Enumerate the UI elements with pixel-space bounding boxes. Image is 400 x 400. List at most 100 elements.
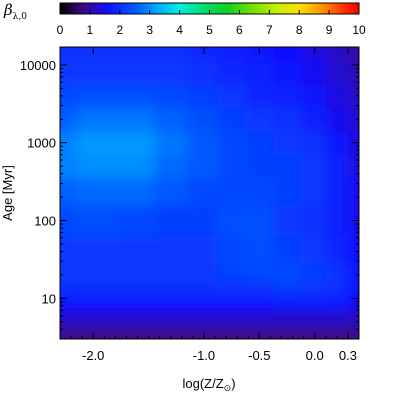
heatmap-cell — [115, 107, 155, 132]
heatmap-cell — [60, 236, 78, 264]
heatmap-cell — [154, 204, 188, 237]
colorbar-tick-label: 7 — [266, 23, 273, 37]
heatmap-cell — [60, 311, 78, 328]
heatmap-cell — [187, 311, 219, 328]
heatmap-cell — [60, 280, 78, 293]
heatmap-cell — [115, 263, 155, 282]
heatmap-cell — [347, 59, 359, 85]
colorbar: 0 1 2 3 4 5 6 7 8 9 10 — [57, 2, 366, 37]
heatmap-cell — [347, 263, 359, 282]
heatmap-cell — [76, 236, 116, 264]
colorbar-ticks: 0 1 2 3 4 5 6 7 8 9 10 — [57, 10, 366, 37]
heatmap-cell — [154, 292, 188, 303]
heatmap-cell — [76, 327, 116, 339]
heatmap-cell — [273, 47, 302, 61]
heatmap-cell — [273, 311, 302, 328]
heatmap-cell — [60, 204, 78, 237]
heatmap-cell — [60, 263, 78, 282]
heatmap-cell — [347, 107, 359, 132]
heatmap-cell — [217, 154, 246, 179]
heatmap-cell — [115, 84, 155, 109]
heatmap-cell — [76, 280, 116, 293]
plot-frame — [59, 46, 360, 340]
heatmap-cell — [76, 131, 116, 155]
heatmap-cell — [217, 107, 246, 132]
x-tick-label: -1.0 — [193, 348, 215, 363]
heatmap-cell — [273, 204, 302, 237]
heatmap-cell — [217, 311, 246, 328]
heatmap-cell — [187, 236, 219, 264]
y-tick-label: 100 — [34, 214, 56, 229]
heatmap-cell — [300, 84, 327, 109]
heatmap-cell — [325, 236, 349, 264]
heatmap-cell — [154, 280, 188, 293]
heatmap-cell — [217, 177, 246, 206]
heatmap-cell — [245, 311, 274, 328]
colorbar-tick-label: 0 — [57, 23, 64, 37]
heatmap-cell — [300, 59, 327, 85]
heatmap-cell — [347, 154, 359, 179]
colorbar-tick-label: 5 — [206, 23, 213, 37]
heatmap-cell — [154, 263, 188, 282]
heatmap-cell — [347, 84, 359, 109]
colorbar-tick-label: 2 — [116, 23, 123, 37]
heatmap-cell — [115, 204, 155, 237]
colorbar-symbol-sub: λ,0 — [12, 12, 27, 22]
x-axis-label: log(Z/Z⊙) — [182, 376, 235, 393]
heatmap-cell — [273, 236, 302, 264]
heatmap-cell — [300, 236, 327, 264]
heatmap-cell — [300, 311, 327, 328]
heatmap-cell — [76, 177, 116, 206]
heatmap-cell — [347, 236, 359, 264]
heatmap-cell — [115, 236, 155, 264]
x-axis-label-sub: ⊙ — [224, 383, 232, 393]
heatmap-cell — [187, 204, 219, 237]
heatmap-cell — [300, 47, 327, 61]
heatmap-cell — [217, 47, 246, 61]
heatmap-cell — [300, 107, 327, 132]
heatmap-cell — [300, 131, 327, 155]
heatmap-cell — [154, 84, 188, 109]
colorbar-symbol-main: β — [4, 1, 13, 19]
heatmap-cell — [300, 263, 327, 282]
x-tick-label: 0.3 — [339, 348, 357, 363]
heatmap-cell — [245, 263, 274, 282]
heatmap-cell — [325, 131, 349, 155]
heatmap-cell — [273, 154, 302, 179]
colorbar-tick-label: 1 — [87, 23, 94, 37]
heatmap-cell — [60, 59, 78, 85]
y-axis-label: Age [Myr] — [0, 165, 15, 221]
heatmap-cell — [76, 107, 116, 132]
y-axis-label-unit: [Myr] — [0, 165, 15, 194]
heatmap-cell — [273, 84, 302, 109]
heatmap-cell — [115, 327, 155, 339]
heatmap-cell — [187, 302, 219, 313]
heatmap-cell — [154, 47, 188, 61]
heatmap-cell — [325, 107, 349, 132]
colorbar-tick-label: 8 — [296, 23, 303, 37]
heatmap-cell — [300, 302, 327, 313]
heatmap-cell — [325, 292, 349, 303]
heatmap-cell — [217, 280, 246, 293]
heatmap-cell — [115, 131, 155, 155]
heatmap-cell — [300, 292, 327, 303]
heatmap-cell — [76, 154, 116, 179]
y-tick-label: 10000 — [20, 58, 56, 73]
heatmap-cell — [187, 107, 219, 132]
heatmap-cell — [273, 177, 302, 206]
heatmap-cells — [60, 47, 359, 339]
heatmap-cell — [115, 154, 155, 179]
heatmap-cell — [273, 263, 302, 282]
heatmap-cell — [187, 327, 219, 339]
heatmap-cell — [187, 292, 219, 303]
heatmap-cell — [217, 236, 246, 264]
y-axis: 10 100 1000 10000 — [20, 58, 359, 340]
heatmap-cell — [347, 327, 359, 339]
heatmap-cell — [154, 154, 188, 179]
heatmap-cell — [187, 177, 219, 206]
heatmap-cell — [187, 84, 219, 109]
heatmap-cell — [325, 327, 349, 339]
heatmap-cell — [154, 302, 188, 313]
heatmap-cell — [60, 84, 78, 109]
